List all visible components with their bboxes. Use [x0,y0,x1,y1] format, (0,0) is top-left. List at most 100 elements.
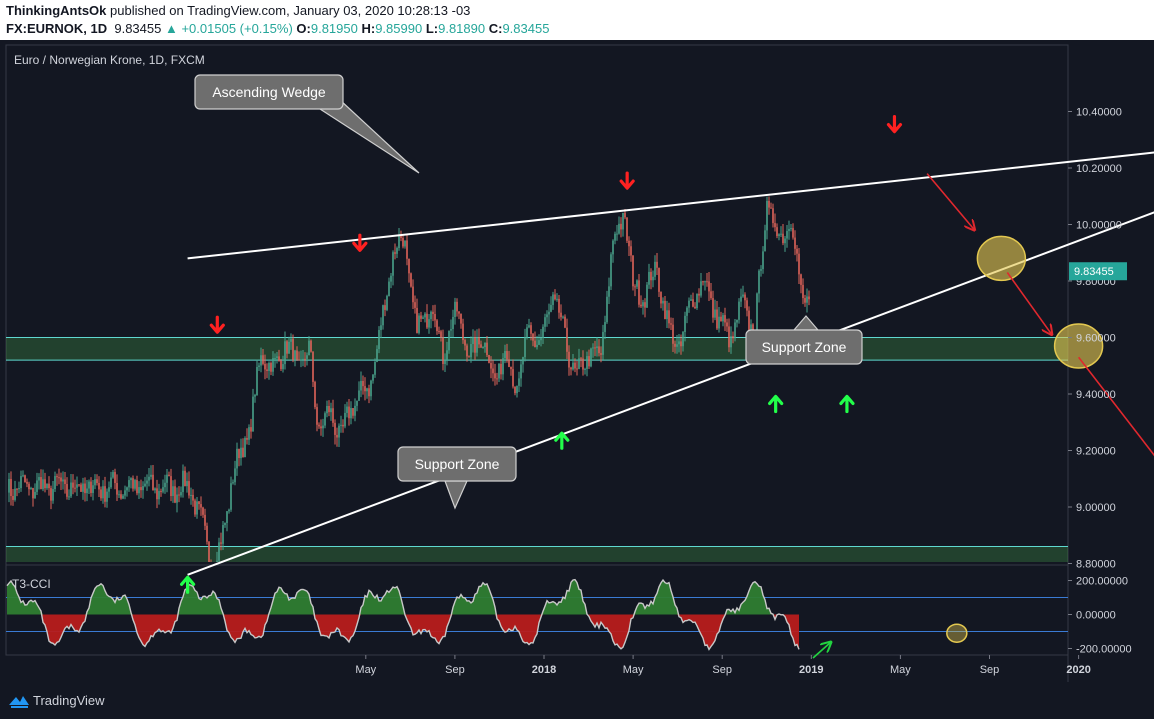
candle-body [490,362,492,369]
candle-body [222,525,224,544]
candle-body [600,353,602,355]
candle-body [798,253,800,275]
wedge-lower-line [187,211,1154,576]
candle-body [450,329,452,331]
candle-body [576,368,578,370]
candle-body [364,386,366,392]
candle-body [656,261,658,268]
candle-body [666,310,668,320]
candle-body [766,200,768,231]
candle-body [612,240,614,255]
candle-body [372,374,374,381]
candle-body [348,406,350,419]
candle-body [206,525,208,542]
candle-body [494,373,496,379]
candle-body [676,344,678,347]
candle-body [166,474,168,483]
candle-body [664,300,666,320]
candle-body [518,378,520,386]
candle-body [160,491,162,493]
x-tick-label: Sep [980,664,1000,676]
candle-body [694,306,696,309]
candle-body [742,294,744,297]
candle-body [116,482,118,495]
candle-body [672,324,674,344]
candle-body [24,475,26,482]
candle-body [476,337,478,353]
candle-body [318,424,320,427]
candle-body [714,309,716,318]
candle-body [474,337,476,353]
candle-body [468,356,470,358]
candle-body [38,477,40,481]
candle-body [622,212,624,230]
cci-up-arrow [812,642,831,659]
annotation-support-zone-upper: Support Zone [745,315,863,365]
x-tick-label: 2019 [799,664,823,676]
candle-body [438,331,440,333]
candle-body [764,230,766,252]
annotation-ascending-wedge: Ascending Wedge [194,74,420,174]
candle-body [52,489,54,501]
open-value: 9.81950 [310,21,358,36]
candle-body [156,488,158,500]
candle-body [698,293,700,296]
candle-body [314,381,316,408]
candle-body [428,319,430,328]
candle-body [456,301,458,312]
candle-body [202,507,204,515]
candle-body [520,364,522,379]
candle-body [306,355,308,359]
candle-body [180,492,182,496]
candle-body [750,324,752,331]
candle-body [186,481,188,487]
tradingview-logo-icon[interactable] [8,693,30,709]
target-circle-2 [1053,323,1104,369]
candle-body [192,494,194,501]
candle-body [174,486,176,503]
candle-body [182,470,184,493]
candle-body [792,228,794,238]
candle-body [340,424,342,426]
projection-arrow-1 [926,173,975,231]
candle-body [406,240,408,259]
y-tick-label: 9.60000 [1076,333,1116,345]
candle-body [804,298,806,303]
candle-body [400,234,402,239]
candle-body [134,480,136,489]
candle-body [538,340,540,345]
candle-body [632,255,634,287]
candle-body [704,281,706,283]
candle-body [394,252,396,254]
candle-body [440,331,442,338]
candle-body [236,448,238,469]
candle-body [548,311,550,315]
candle-body [740,296,742,302]
candle-body [788,228,790,232]
down-arrow-icon [209,315,225,334]
candle-body [626,217,628,241]
candle-body [322,425,324,429]
candle-body [146,480,148,484]
candle-body [542,326,544,338]
candle-body [524,337,526,358]
candle-body [434,314,436,321]
tradingview-brand[interactable]: TradingView [33,693,105,708]
candle-body [82,483,84,492]
candle-body [562,316,564,318]
candle-body [228,509,230,512]
author-name[interactable]: ThinkingAntsOk [6,3,107,18]
candle-body [398,234,400,249]
footer: TradingView [0,682,1154,719]
candle-body [338,425,340,438]
candle-body [790,228,792,230]
price-pane [6,196,1068,562]
candle-body [636,280,638,287]
candle-body [16,488,18,490]
candle-body [800,274,802,285]
candle-body [738,301,740,320]
candle-body [580,358,582,360]
callout-pointer-mask [748,342,860,356]
candle-body [426,313,428,328]
